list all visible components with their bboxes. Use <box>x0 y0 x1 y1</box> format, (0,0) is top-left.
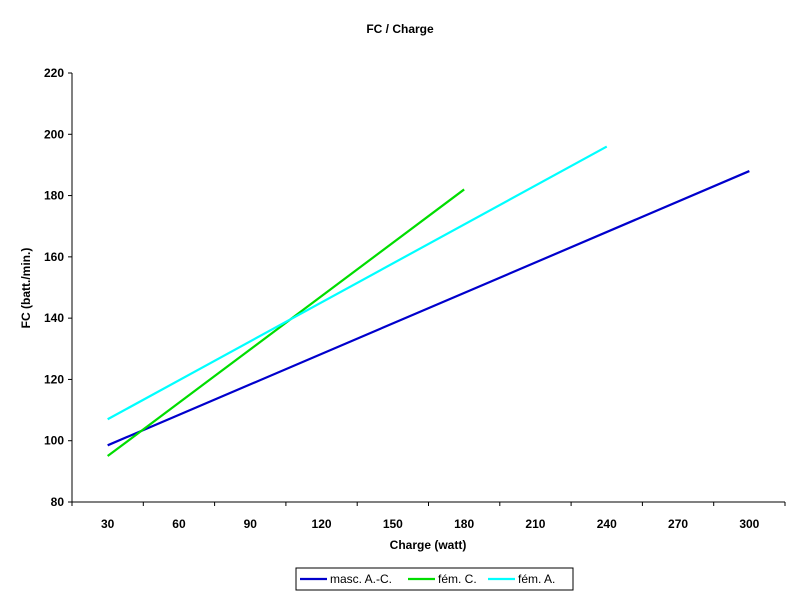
y-ticks: 80 100 120 140 160 180 200 220 <box>44 66 72 509</box>
x-tick-label: 30 <box>101 517 115 531</box>
legend-label-3: fém. A. <box>518 572 555 586</box>
y-tick-label: 200 <box>44 127 64 141</box>
x-tick-label: 240 <box>597 517 617 531</box>
y-tick-label: 160 <box>44 250 64 264</box>
legend-label-2: fém. C. <box>438 572 477 586</box>
series-line-3 <box>107 145 608 421</box>
y-tick-label: 180 <box>44 189 64 203</box>
plot-area: 80 100 120 140 160 180 200 220 30 60 90 120 150 180 2… <box>44 66 786 531</box>
x-ticks: 30 60 90 120 150 180 210 240 270 300 <box>71 502 786 531</box>
x-tick-label: 60 <box>172 517 186 531</box>
y-tick-label: 100 <box>44 434 64 448</box>
y-tick-label: 80 <box>51 495 65 509</box>
x-tick-label: 270 <box>668 517 688 531</box>
legend: masc. A.-C. fém. C. fém. A. <box>295 567 574 591</box>
series-lines <box>106 145 750 457</box>
y-tick-label: 220 <box>44 66 64 80</box>
x-tick-label: 300 <box>739 517 759 531</box>
x-tick-label: 210 <box>525 517 545 531</box>
legend-label-1: masc. A.-C. <box>330 572 392 586</box>
y-tick-label: 120 <box>44 372 64 386</box>
x-tick-label: 120 <box>312 517 332 531</box>
x-axis-label: Charge (watt) <box>390 538 467 552</box>
chart-title: FC / Charge <box>366 22 434 36</box>
series-line-1 <box>107 170 750 447</box>
legend-items: masc. A.-C. fém. C. fém. A. <box>300 572 555 586</box>
x-tick-label: 150 <box>383 517 403 531</box>
y-axis-label: FC (batt./min.) <box>19 248 33 329</box>
x-tick-label: 180 <box>454 517 474 531</box>
x-tick-label: 90 <box>244 517 258 531</box>
y-tick-label: 140 <box>44 311 64 325</box>
